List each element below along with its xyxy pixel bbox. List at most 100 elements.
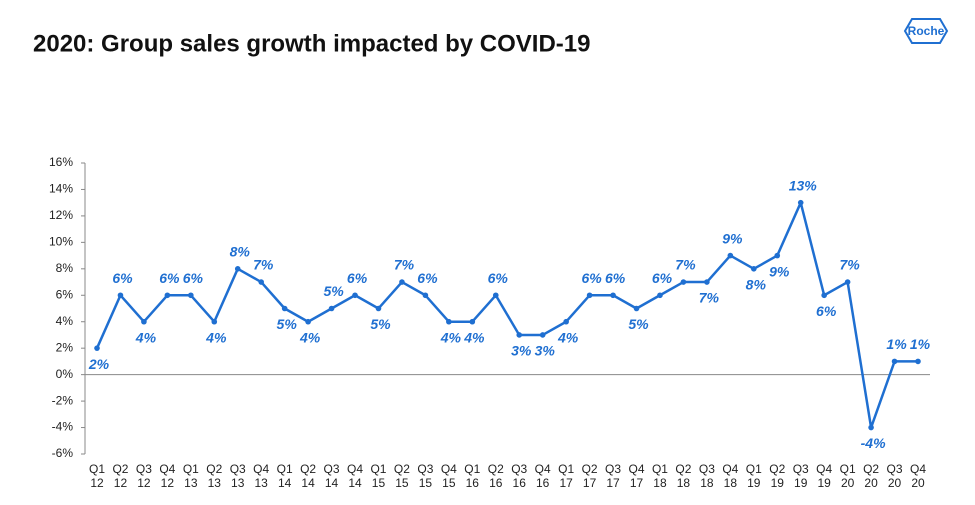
x-tick-label: Q4 13 xyxy=(253,462,270,490)
x-tick-label: Q4 12 xyxy=(159,462,176,490)
logo: Roche xyxy=(908,24,945,38)
point xyxy=(234,266,241,272)
point xyxy=(539,332,546,338)
x-tick-label: Q2 12 xyxy=(112,462,129,490)
data-label: 3% xyxy=(511,343,532,359)
x-tick-label: Q4 14 xyxy=(347,462,364,490)
data-label: 9% xyxy=(722,230,743,246)
data-label: 1% xyxy=(886,336,907,352)
x-tick-label: Q3 20 xyxy=(886,462,903,490)
point xyxy=(281,305,288,312)
point xyxy=(915,358,921,365)
point xyxy=(492,292,499,299)
y-tick-label: 2% xyxy=(56,340,74,354)
x-tick-label: Q1 12 xyxy=(88,462,105,490)
y-tick-label: 8% xyxy=(56,261,74,275)
title: 2020: Group sales growth impacted by COV… xyxy=(33,30,590,57)
data-label: 7% xyxy=(840,257,861,273)
point xyxy=(117,292,124,299)
logo-hexagon xyxy=(903,18,949,44)
point xyxy=(891,358,898,365)
x-tick-label: Q4 16 xyxy=(534,462,551,490)
y-tick-label: 4% xyxy=(56,314,74,328)
point xyxy=(375,305,382,312)
x-tick-label: Q4 20 xyxy=(909,462,926,490)
x-tick-label: Q2 14 xyxy=(300,462,317,490)
data-label: 6% xyxy=(112,270,133,286)
x-tick-label: Q2 15 xyxy=(393,462,410,490)
x-tick-label: Q3 19 xyxy=(792,462,809,490)
data-label: 6% xyxy=(347,270,368,286)
x-tick-label: Q4 15 xyxy=(440,462,457,490)
point xyxy=(446,318,452,325)
data-label: 6% xyxy=(183,270,204,286)
point xyxy=(188,292,194,299)
x-tick-label: Q1 20 xyxy=(839,462,856,490)
point xyxy=(774,252,781,259)
point xyxy=(328,305,335,312)
x-tick-label: Q1 18 xyxy=(651,462,668,490)
data-label: 4% xyxy=(299,329,321,345)
x-tick-label: Q2 18 xyxy=(675,462,692,490)
y-tick-label: 10% xyxy=(49,235,73,249)
data-label: 13% xyxy=(789,177,818,193)
point xyxy=(657,292,663,299)
y-tick-label: 6% xyxy=(56,287,74,301)
point xyxy=(141,318,147,325)
data-label: 5% xyxy=(370,316,391,332)
data-label: 5% xyxy=(323,283,344,299)
point xyxy=(680,279,687,285)
x-tick-label: Q3 14 xyxy=(323,462,340,490)
point xyxy=(704,279,710,285)
x-tick-label: Q3 15 xyxy=(417,462,434,490)
x-tick-label: Q2 13 xyxy=(206,462,223,490)
data-label: 6% xyxy=(417,270,438,286)
data-label: 7% xyxy=(699,290,720,306)
point xyxy=(610,292,616,299)
x-tick-label: Q3 17 xyxy=(605,462,622,490)
point xyxy=(751,266,757,272)
point xyxy=(821,292,827,299)
point xyxy=(563,318,569,325)
point xyxy=(586,292,593,299)
y-tick-label: 0% xyxy=(56,367,74,381)
point xyxy=(352,292,358,299)
data-label: 1% xyxy=(910,336,931,352)
data-label: -4% xyxy=(861,435,886,451)
point xyxy=(211,318,218,325)
data-label: 2% xyxy=(88,356,110,372)
x-tick-label: Q3 18 xyxy=(698,462,715,490)
point xyxy=(868,424,874,431)
data-label: 5% xyxy=(277,316,298,332)
data-label: 6% xyxy=(488,270,509,286)
point xyxy=(164,292,171,299)
x-tick-label: Q2 16 xyxy=(487,462,504,490)
data-label: 6% xyxy=(605,270,626,286)
x-tick-label: Q3 12 xyxy=(135,462,152,490)
x-tick-label: Q4 17 xyxy=(628,462,645,490)
data-label: 4% xyxy=(557,329,579,345)
point xyxy=(844,279,851,285)
y-tick-label: -6% xyxy=(52,446,74,460)
data-label: 5% xyxy=(628,316,649,332)
point xyxy=(94,345,100,351)
x-tick-label: Q4 18 xyxy=(722,462,739,490)
point xyxy=(516,332,523,338)
data-label: 3% xyxy=(535,343,556,359)
x-tick-label: Q2 20 xyxy=(863,462,880,490)
y-tick-label: 12% xyxy=(49,208,73,222)
y-tick-label: -4% xyxy=(52,420,74,434)
data-label: 7% xyxy=(394,257,415,273)
x-tick-label: Q1 16 xyxy=(464,462,481,490)
data-label: 8% xyxy=(230,244,251,260)
point xyxy=(797,199,804,206)
y-tick-label: 14% xyxy=(49,182,73,196)
data-label: 8% xyxy=(746,277,767,293)
data-label: 7% xyxy=(675,257,696,273)
x-tick-label: Q1 15 xyxy=(370,462,387,490)
x-tick-label: Q1 13 xyxy=(182,462,199,490)
data-label: 4% xyxy=(440,329,462,345)
data-label: 6% xyxy=(581,270,602,286)
